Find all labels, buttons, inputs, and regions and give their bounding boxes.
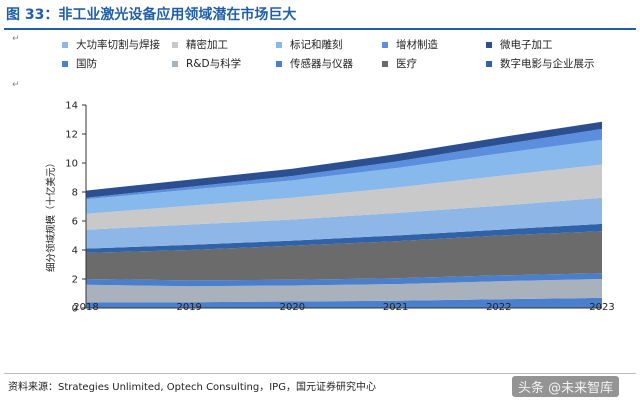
legend-label: 医疗 [396,58,417,70]
area-series-10 [86,121,602,198]
source-note: 资料来源：Strategies Unlimited, Optech Consul… [8,382,376,393]
area-series-5 [86,223,602,253]
x-tick-label: 2021 [383,302,408,313]
legend-item: 大功率切割与焊接 [62,38,160,52]
legend-item: 医疗 [382,57,417,71]
legend-swatch [172,61,178,67]
y-tick-labels: 0 2 4 6 8 10 12 14 [65,101,86,315]
area-series-8 [86,139,602,214]
legend-swatch [276,42,282,48]
area-layers [86,121,602,308]
y-tick-label: 0 [72,304,78,315]
area-series-1 [86,297,602,308]
legend-label: R&D与科学 [186,58,242,70]
legend-swatch [62,61,68,67]
x-tick-label: 2022 [486,302,511,313]
legend-item: R&D与科学 [172,57,241,71]
area-series-2 [86,279,602,303]
source-divider [4,373,636,374]
figure-title: 图 33：非工业激光设备应用领域潜在市场巨大 [6,7,297,23]
area-series-3 [86,273,602,287]
legend-swatch [172,42,178,48]
stacked-area-chart: 0 2 4 6 8 10 12 14 2018 2019 2020 2021 2022 2023 细分领… [45,101,615,315]
legend-item: 传感器与仪器 [276,57,353,71]
legend-label: 微电子加工 [500,39,553,51]
y-tick-label: 8 [72,188,78,199]
legend-swatch [382,42,388,48]
y-tick-label: 6 [72,217,78,228]
legend-label: 增材制造 [396,39,438,51]
legend-item: 标记和雕刻 [276,38,343,52]
y-tick-label: 14 [65,101,78,112]
x-tick-label: 2020 [280,302,305,313]
legend-swatch [276,61,282,67]
legend-swatch [486,42,492,48]
legend-label: 国防 [76,58,97,70]
paragraph-mark: ↵ [12,80,20,90]
area-series-4 [86,231,602,281]
y-tick-label: 12 [65,130,78,141]
y-tick-label: 2 [72,275,78,286]
area-series-6 [86,197,602,249]
watermark: 头条 @未来智库 [512,376,620,397]
legend-item: 精密加工 [172,38,228,52]
legend-item: 国防 [62,57,97,71]
y-tick-label: 10 [65,159,78,170]
y-axis-title: 细分领域规模（十亿美元） [45,158,57,272]
legend-label: 数字电影与企业展示 [500,58,595,70]
y-tick-label: 4 [72,246,78,257]
x-tick-label: 2019 [176,302,201,313]
title-divider [4,28,636,30]
legend-item: 数字电影与企业展示 [486,57,595,71]
legend-item: 微电子加工 [486,38,553,52]
legend-label: 精密加工 [186,39,228,51]
x-tick-labels: 2018 2019 2020 2021 2022 2023 [73,302,614,313]
area-series-7 [86,164,602,230]
x-tick-label: 2018 [73,302,98,313]
legend-label: 大功率切割与焊接 [76,39,160,51]
legend-label: 传感器与仪器 [290,58,353,70]
legend-swatch [382,61,388,67]
paragraph-mark: ↵ [12,34,20,44]
x-tick-label: 2023 [589,302,614,313]
legend-swatch [486,61,492,67]
legend-label: 标记和雕刻 [290,39,343,51]
legend-swatch [62,42,68,48]
legend-item: 增材制造 [382,38,438,52]
